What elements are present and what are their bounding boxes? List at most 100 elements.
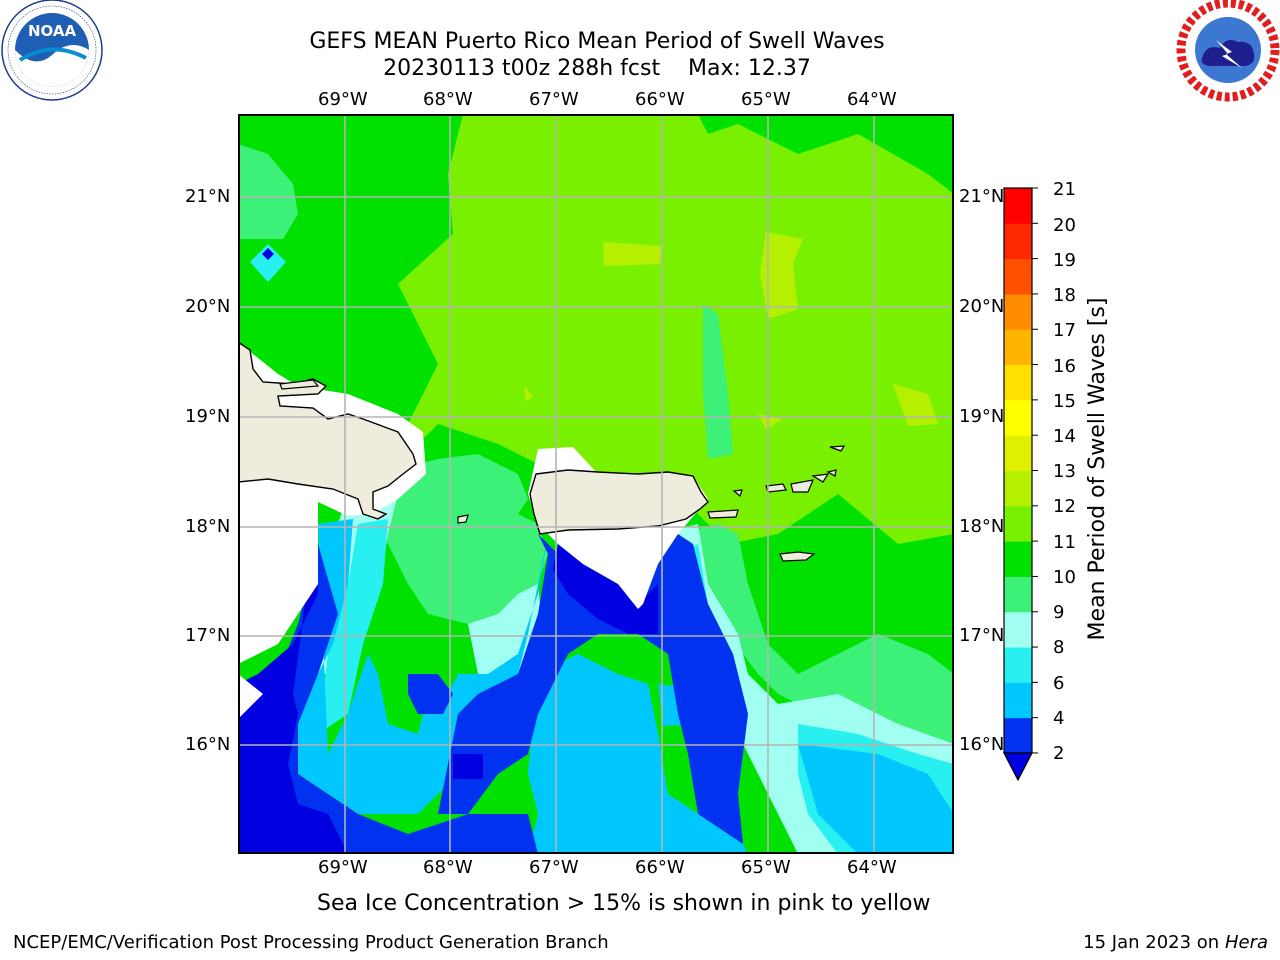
colorbar-tick: 20 — [1053, 215, 1076, 236]
lat-label-left: 17°N — [185, 625, 231, 646]
colorbar-segment — [1004, 188, 1032, 224]
land-island — [707, 509, 739, 519]
colorbar-under-extension — [1003, 752, 1033, 782]
lat-label-left: 20°N — [185, 296, 231, 317]
lon-label-top: 65°W — [741, 89, 791, 110]
lon-label-bottom: 68°W — [423, 857, 473, 878]
footer-branch: NCEP/EMC/Verification Post Processing Pr… — [13, 932, 609, 953]
contour-fill — [408, 674, 453, 714]
colorbar-tick: 18 — [1053, 285, 1076, 306]
lat-label-right: 21°N — [959, 186, 1005, 207]
lon-label-bottom: 69°W — [318, 857, 368, 878]
colorbar-segment — [1004, 576, 1032, 613]
colorbar-tick: 16 — [1053, 356, 1076, 377]
colorbar-segment — [1004, 293, 1032, 330]
colorbar-segment — [1004, 505, 1032, 542]
colorbar-segment — [1004, 223, 1032, 260]
contour-fill — [893, 384, 938, 426]
nws-logo — [1176, 0, 1280, 104]
lon-label-bottom: 65°W — [741, 857, 791, 878]
lat-label-left: 19°N — [185, 406, 231, 427]
colorbar-tick: 15 — [1053, 391, 1076, 412]
contour-fill — [238, 544, 538, 854]
contour-fill — [378, 454, 548, 624]
contour-fill — [553, 544, 658, 634]
gridlines — [238, 114, 954, 854]
land-island — [765, 483, 787, 493]
contour-fill — [398, 114, 954, 544]
colorbar-segment — [1004, 611, 1032, 648]
sea-ice-note: Sea Ice Concentration > 15% is shown in … — [317, 891, 931, 916]
colorbar-segment — [1004, 364, 1032, 401]
contour-fill — [238, 504, 348, 854]
contour-fill — [528, 654, 748, 854]
lat-label-right: 18°N — [959, 516, 1005, 537]
contour-fill — [238, 144, 298, 239]
colorbar-segment — [1004, 470, 1032, 507]
colorbar-segment — [1004, 647, 1032, 683]
masked-region — [238, 524, 318, 664]
lat-label-left: 18°N — [185, 516, 231, 537]
colorbar-tick: 8 — [1053, 637, 1065, 658]
contour-fill — [468, 584, 543, 674]
lat-label-right: 19°N — [959, 406, 1005, 427]
colorbar-segment — [1004, 435, 1032, 471]
contour-fill — [250, 244, 286, 282]
land-island — [826, 469, 837, 477]
colorbar-segment — [1004, 682, 1032, 719]
contour-fill — [318, 519, 388, 734]
lon-label-bottom: 67°W — [529, 857, 579, 878]
land-island — [457, 514, 469, 524]
land-island — [279, 379, 320, 390]
swell-period-map — [238, 114, 954, 854]
colorbar-tick: 10 — [1053, 567, 1076, 588]
colorbar-tick: 11 — [1053, 532, 1076, 553]
lon-label-top: 68°W — [423, 89, 473, 110]
lat-label-right: 17°N — [959, 625, 1005, 646]
land-island — [829, 445, 846, 452]
lon-label-bottom: 66°W — [635, 857, 685, 878]
chart-title-line1: GEFS MEAN Puerto Rico Mean Period of Swe… — [309, 29, 885, 54]
contour-fill — [798, 744, 954, 854]
contour-fill — [262, 248, 274, 260]
map-frame — [238, 114, 954, 854]
contour-fill — [760, 232, 803, 319]
contour-fill — [453, 754, 483, 779]
contour-fill — [603, 242, 663, 266]
land-island — [811, 473, 830, 483]
colorbar-tick: 4 — [1053, 708, 1065, 729]
colorbar-segment — [1004, 258, 1032, 295]
contour-fill — [438, 534, 748, 844]
colorbar-tick: 14 — [1053, 426, 1076, 447]
contour-fill — [524, 386, 533, 402]
lon-label-top: 69°W — [318, 89, 368, 110]
colorbar-tick: 12 — [1053, 496, 1076, 517]
footer-date-text: 15 Jan 2023 on — [1083, 932, 1225, 953]
contour-fill — [298, 519, 548, 814]
colorbar-segment — [1004, 399, 1032, 436]
colorbar-tick: 17 — [1053, 320, 1076, 341]
colorbar — [1003, 187, 1038, 782]
colorbar-tick: 9 — [1053, 602, 1065, 623]
colorbar-tick: 13 — [1053, 461, 1076, 482]
chart-title-line2: 20230113 t00z 288h fcst Max: 12.37 — [383, 56, 811, 81]
contour-fill — [703, 304, 733, 459]
lon-label-top: 67°W — [529, 89, 579, 110]
lon-label-bottom: 64°W — [847, 857, 897, 878]
lat-label-left: 21°N — [185, 186, 231, 207]
colorbar-tick: 21 — [1053, 179, 1076, 200]
masked-region — [238, 674, 263, 719]
noaa-logo-text: NOAA — [28, 22, 77, 40]
lat-label-left: 16°N — [185, 734, 231, 755]
colorbar-segment — [1004, 541, 1032, 577]
land-island — [779, 551, 816, 562]
colorbar-tick: 19 — [1053, 250, 1076, 271]
lat-label-right: 16°N — [959, 734, 1005, 755]
noaa-logo: NOAA — [0, 0, 104, 104]
colorbar-label: Mean Period of Swell Waves [s] — [1085, 297, 1110, 641]
contour-fill — [678, 524, 954, 754]
lat-label-right: 20°N — [959, 296, 1005, 317]
land-island — [732, 489, 743, 498]
lon-label-top: 66°W — [635, 89, 685, 110]
colorbar-segment — [1004, 329, 1032, 366]
